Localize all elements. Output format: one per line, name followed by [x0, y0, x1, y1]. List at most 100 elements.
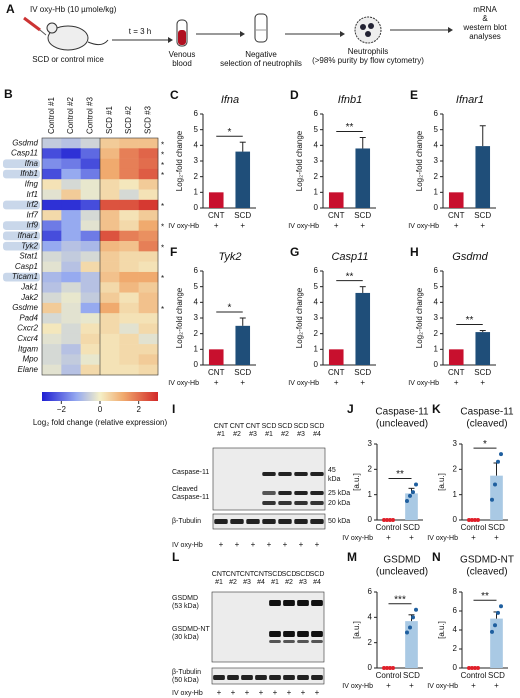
heatmap-cell: [42, 282, 62, 293]
heatmap-cell: [61, 241, 81, 252]
treatment-label: IV oxy-Hb: [427, 683, 458, 690]
data-point: [467, 666, 471, 670]
lane-label: #2: [281, 431, 289, 438]
y-axis-label: Log₂-fold change: [415, 287, 424, 348]
treatment-label: IV oxy-Hb: [342, 535, 373, 542]
row-label: Cxcr4: [17, 334, 38, 343]
treatment-sign: +: [480, 378, 485, 387]
heatmap-cell: [42, 138, 62, 149]
treatment-label: IV oxy-Hb: [288, 223, 319, 230]
blot-band: [297, 600, 309, 606]
tube-icon: [176, 19, 188, 47]
blot-band: [246, 519, 260, 524]
y-tick-label: 1: [194, 187, 199, 196]
band-label: Caspase-11: [172, 469, 209, 476]
y-tick-label: 3: [314, 156, 319, 165]
y-tick-label: 5: [314, 282, 319, 291]
chart-title: Caspase-11: [375, 407, 429, 418]
blot-band: [297, 675, 309, 680]
x-tick-label: SCD: [234, 211, 251, 220]
treatment-sign: +: [214, 378, 219, 387]
heatmap-cell: [61, 354, 81, 365]
heatmap-cell: [61, 313, 81, 324]
y-tick-label: 3: [453, 439, 458, 448]
heatmap-cell: [119, 261, 139, 273]
blot-band: [213, 675, 225, 680]
lane-label: #1: [271, 579, 279, 586]
y-tick-label: 3: [194, 156, 199, 165]
band-label: β-Tubulin: [172, 669, 201, 676]
heatmap-cell: [80, 138, 101, 149]
heatmap-cell: [61, 302, 81, 314]
band-label: GSDMD-NT: [172, 626, 210, 633]
row-label: Irf9: [26, 221, 38, 230]
y-tick-label: 2: [368, 464, 373, 473]
lane-label: #3: [243, 579, 251, 586]
heatmap-cell: [42, 230, 62, 242]
heatmap-cell: [119, 344, 139, 355]
heatmap-cell: [119, 189, 139, 201]
chart-title: Ifna: [221, 94, 239, 106]
heatmap-cell: [119, 241, 139, 252]
significance-label: **: [346, 271, 354, 282]
blot-band: [262, 519, 276, 524]
heatmap-cell: [61, 323, 81, 335]
heatmap-cell: [138, 230, 159, 242]
lane-label: SCD: [294, 423, 309, 430]
row-label: Mpo: [22, 355, 38, 364]
data-point: [405, 630, 409, 635]
heatmap-cell: [61, 230, 81, 242]
data-point: [496, 610, 500, 615]
treatment-sign: +: [299, 540, 304, 549]
row-highlight: [3, 169, 40, 179]
blot-band: [269, 631, 281, 637]
band-label: (53 kDa): [172, 603, 199, 610]
heatmap-cell: [100, 313, 120, 324]
heatmap-cell: [100, 292, 120, 304]
lane-label: #1: [265, 431, 273, 438]
x-tick-label: SCD: [488, 671, 505, 680]
row-label: Tyk2: [21, 241, 38, 250]
selection-tube-icon: [254, 13, 268, 43]
treatment-sign: +: [334, 221, 339, 230]
y-tick-label: 4: [453, 625, 458, 634]
y-tick-label: 0: [453, 515, 458, 524]
blot-band: [310, 472, 324, 476]
treatment-sign: +: [259, 688, 264, 697]
heatmap-cell: [80, 323, 101, 335]
y-tick-label: 2: [434, 329, 439, 338]
y-tick-label: 4: [314, 297, 319, 306]
heatmap-cell: [61, 179, 81, 190]
blot-band: [230, 519, 244, 524]
treatment-sign: +: [245, 688, 250, 697]
treatment-sign: +: [471, 681, 476, 690]
treatment-sign: +: [471, 533, 476, 542]
heatmap-cell: [100, 364, 120, 376]
y-tick-label: 6: [194, 109, 199, 118]
treatment-label: IV oxy-Hb: [168, 223, 199, 230]
blot-band: [269, 600, 281, 606]
bar: [235, 325, 251, 365]
heatmap-cell: [42, 333, 62, 345]
treatment-sign: +: [251, 540, 256, 549]
bar: [235, 151, 251, 208]
lane-label: #4: [313, 579, 321, 586]
heatmap-cell: [138, 354, 159, 365]
row-annotation: *: [161, 243, 164, 252]
treatment-sign: +: [494, 533, 499, 542]
heatmap-cell: [119, 148, 139, 159]
heatmap-cell: [80, 158, 101, 170]
significance-label: *: [228, 127, 232, 138]
blood-text: blood: [172, 59, 192, 68]
heatmap-cell: [80, 364, 101, 376]
heatmap-cell: [138, 344, 159, 355]
row-label: Ticam1: [12, 272, 38, 281]
heatmap-cell: [100, 210, 120, 221]
x-tick-label: Control: [461, 671, 487, 680]
x-tick-label: CNT: [448, 368, 465, 377]
heatmap-cell: [61, 364, 81, 376]
heatmap-cell: [61, 292, 81, 304]
chart-title: Tyk2: [218, 251, 241, 263]
blot-band: [294, 501, 308, 505]
